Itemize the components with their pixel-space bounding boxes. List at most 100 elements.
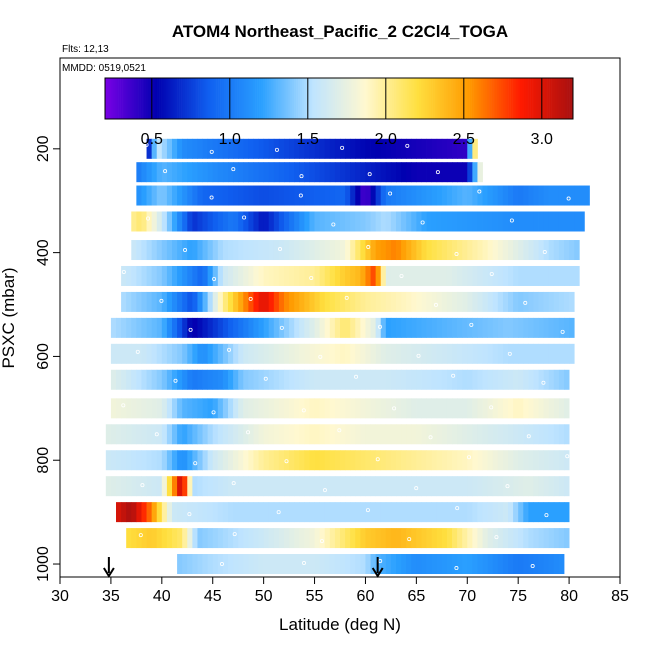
sample-marker [242, 215, 247, 220]
colorbar-segment [356, 78, 359, 119]
heat-cell [457, 369, 463, 390]
heat-cell [319, 398, 326, 419]
heat-cell [243, 476, 249, 497]
heat-cell [385, 265, 392, 286]
colorbar-segment [110, 78, 114, 119]
heat-cell [441, 554, 448, 575]
heat-cell [212, 528, 219, 549]
colorbar-segment [522, 78, 525, 119]
heat-cell [528, 343, 534, 364]
heat-cell [146, 343, 153, 364]
heat-cell [457, 162, 463, 183]
dates-label: MMDD: 0519,0521 [62, 63, 146, 74]
heat-cell [161, 528, 168, 549]
heat-cell [238, 162, 244, 183]
heat-cell [329, 554, 336, 575]
heat-cell [182, 343, 188, 364]
colorbar-segment [461, 78, 465, 119]
heat-cell [177, 554, 183, 575]
heat-cell [172, 502, 178, 523]
heat-cell [452, 398, 458, 419]
heat-cell [314, 162, 321, 183]
heat-cell [487, 476, 494, 497]
heat-cell [217, 317, 224, 338]
heat-cell [207, 265, 214, 286]
heat-cell [513, 369, 519, 390]
heat-cell [116, 343, 122, 364]
heat-cell [273, 185, 280, 206]
heat-cell [217, 291, 224, 312]
heat-cell [319, 211, 326, 232]
sample-marker [526, 434, 531, 439]
heat-cell [446, 291, 453, 312]
heat-cell [380, 291, 387, 312]
heat-cell [411, 554, 417, 575]
heat-cell [105, 476, 112, 497]
heat-cell [426, 528, 433, 549]
heat-cell [406, 502, 412, 523]
heat-cell [187, 240, 193, 261]
heat-cell [533, 450, 539, 471]
heat-cell [238, 185, 244, 206]
heat-cell [329, 424, 336, 445]
sample-marker [318, 354, 323, 359]
heat-cell [146, 162, 153, 183]
colorbar-segment [202, 78, 205, 119]
sample-marker [231, 481, 236, 486]
heat-cell [401, 291, 407, 312]
heat-cell [518, 343, 524, 364]
heat-cell [477, 211, 483, 232]
heat-cell [182, 240, 188, 261]
heat-cell [390, 398, 397, 419]
heat-cell [126, 291, 132, 312]
heat-cell [558, 398, 565, 419]
heat-cell [263, 398, 270, 419]
heat-cell [538, 398, 545, 419]
colorbar-tick-label: 1.5 [297, 131, 319, 148]
heat-cell [161, 317, 168, 338]
heat-cell [558, 554, 565, 575]
heat-cell [462, 291, 468, 312]
heat-cell [136, 317, 142, 338]
heat-cell [131, 291, 137, 312]
heat-cell [441, 528, 448, 549]
heat-cell [482, 265, 489, 286]
heat-cell [482, 528, 489, 549]
heat-cell [334, 240, 341, 261]
heat-cell [533, 265, 539, 286]
heat-cell [253, 450, 259, 471]
heat-cell [248, 240, 254, 261]
heat-cell [258, 317, 265, 338]
heat-cell [523, 291, 529, 312]
heat-cell [278, 265, 285, 286]
heat-cell [217, 211, 224, 232]
heat-cell [324, 185, 331, 206]
heat-cell [253, 398, 259, 419]
heat-cell [508, 554, 514, 575]
heat-cell [340, 528, 346, 549]
heat-cell [268, 211, 275, 232]
heat-cell [329, 291, 336, 312]
heat-cell [574, 265, 580, 286]
heat-cell [233, 240, 239, 261]
sample-marker [276, 510, 281, 515]
heat-cell [452, 211, 458, 232]
colorbar-segment [105, 78, 108, 119]
heat-cell [294, 343, 300, 364]
heat-cell [187, 343, 193, 364]
heat-cell [446, 424, 453, 445]
heat-cell [497, 240, 504, 261]
band-700 [110, 398, 570, 419]
heat-cell [217, 138, 224, 159]
heat-cell [263, 162, 270, 183]
heat-cell [324, 502, 331, 523]
heat-cell [548, 424, 555, 445]
heat-cell [553, 291, 560, 312]
heat-cell [177, 211, 183, 232]
heat-cell [324, 554, 331, 575]
sample-marker [331, 222, 336, 227]
heat-cell [553, 528, 560, 549]
heat-cell [441, 265, 448, 286]
heat-cell [564, 528, 570, 549]
heat-cell [268, 343, 275, 364]
